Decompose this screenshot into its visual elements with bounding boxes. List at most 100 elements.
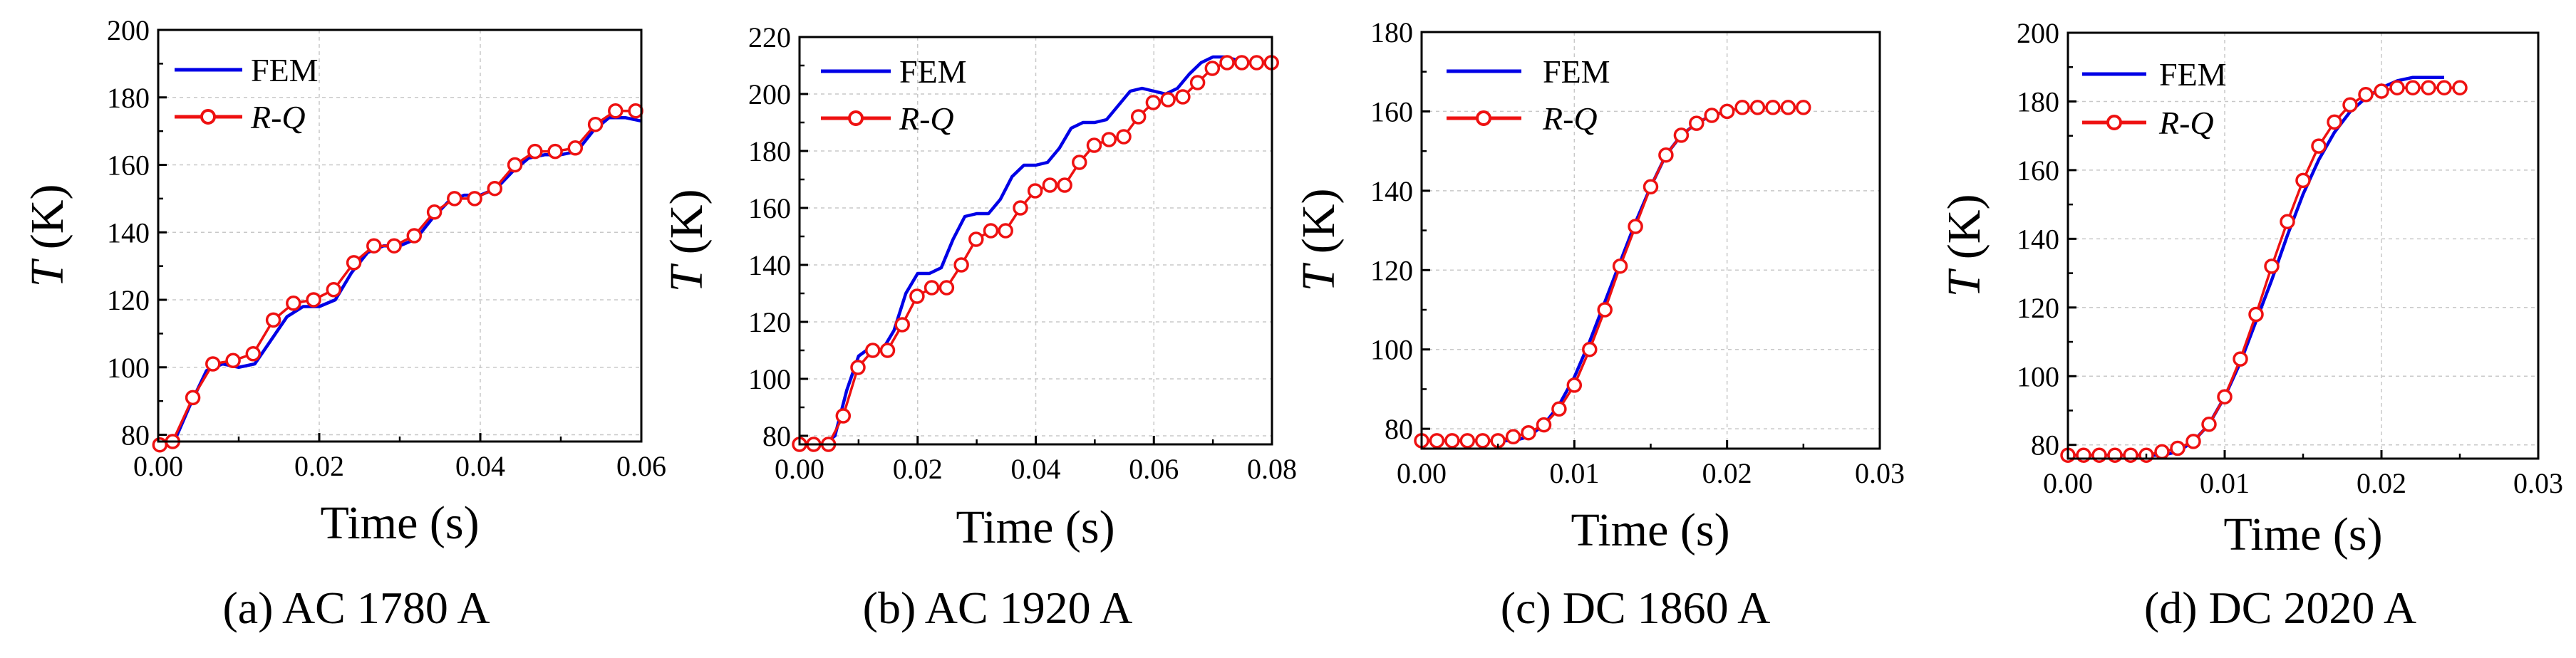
rq-data-point bbox=[326, 282, 342, 298]
legend-rq-label: R-Q bbox=[2158, 105, 2214, 141]
y-axis-title-unit: (K) bbox=[1293, 189, 1345, 266]
panel-a: 0.00 0.02 0.04 0.06 80 100 120 140 160 180 200 FEM… bbox=[21, 14, 666, 633]
y-tick-label: 100 bbox=[748, 363, 791, 395]
rq-data-point bbox=[1780, 100, 1796, 115]
gridlines bbox=[800, 37, 1272, 444]
axis-ticks: 0.00 0.01 0.02 0.03 80 100 120 140 160 180 bbox=[1370, 16, 1905, 489]
plot-frame bbox=[798, 36, 1273, 446]
rq-data-point bbox=[286, 296, 301, 311]
rq-data-point bbox=[1013, 200, 1028, 216]
rq-data-point bbox=[983, 223, 999, 239]
plot-frame bbox=[157, 28, 643, 443]
y-tick-label: 180 bbox=[1370, 16, 1413, 48]
y-tick-label: 180 bbox=[748, 135, 791, 167]
rq-data-point bbox=[924, 280, 940, 296]
rq-data-point bbox=[865, 343, 881, 358]
rq-data-point bbox=[487, 180, 503, 197]
y-tick-label: 200 bbox=[107, 14, 150, 46]
rq-data-point bbox=[1689, 115, 1705, 131]
y-tick-label: 80 bbox=[762, 420, 791, 452]
x-tick-label: 0.08 bbox=[1247, 453, 1297, 485]
rq-data-point bbox=[1521, 424, 1536, 441]
y-tick-label: 80 bbox=[2031, 429, 2059, 461]
y-axis-title-unit: (K) bbox=[21, 184, 73, 261]
rq-data-point bbox=[346, 255, 362, 271]
rq-data-point bbox=[1628, 219, 1643, 234]
rq-data-point bbox=[1474, 433, 1491, 449]
rq-data-point bbox=[1582, 341, 1598, 357]
y-tick-label: 120 bbox=[2017, 292, 2059, 324]
y-tick-label: 160 bbox=[2017, 155, 2059, 187]
x-tick-label: 0.00 bbox=[775, 453, 824, 485]
plot-frame bbox=[2067, 31, 2540, 460]
series-lines bbox=[157, 109, 642, 446]
rq-data-point bbox=[406, 228, 423, 244]
rq-data-point bbox=[2201, 417, 2217, 432]
rq-data-point bbox=[2421, 80, 2436, 95]
rq-data-point bbox=[225, 352, 241, 369]
legend-rq-label: R-Q bbox=[1542, 100, 1598, 137]
rq-data-point bbox=[1101, 132, 1117, 147]
rq-data-point bbox=[879, 343, 896, 358]
x-tick-label: 0.06 bbox=[1129, 453, 1179, 485]
rq-data-point bbox=[1248, 55, 1265, 70]
rq-series-line bbox=[1422, 106, 1804, 442]
y-tick-label: 140 bbox=[748, 249, 791, 281]
rq-data-point bbox=[2374, 83, 2389, 99]
x-tick-label: 0.04 bbox=[1011, 453, 1061, 485]
rq-data-point bbox=[2452, 80, 2468, 95]
rq-data-point bbox=[1189, 75, 1206, 90]
rq-data-point bbox=[1749, 100, 1766, 115]
y-tick-label: 200 bbox=[2017, 17, 2059, 49]
y-axis-title: T (K) bbox=[661, 189, 713, 293]
x-tick-label: 0.02 bbox=[1702, 457, 1752, 489]
y-axis-title: T (K) bbox=[21, 184, 73, 288]
panel-d: 0.00 0.01 0.02 0.03 80 100 120 140 160 180 200 FEM… bbox=[1938, 17, 2563, 633]
series-lines bbox=[1422, 106, 1804, 443]
legend-rq-marker bbox=[1476, 110, 1491, 126]
y-axis-title: T (K) bbox=[1293, 189, 1345, 292]
panel-caption: (c) DC 1860 A bbox=[1501, 583, 1771, 633]
rq-markers bbox=[2060, 80, 2468, 463]
rq-data-point bbox=[1116, 129, 1132, 145]
rq-data-point bbox=[1072, 155, 1087, 170]
rq-data-point bbox=[1130, 109, 1147, 125]
rq-data-point bbox=[1160, 92, 1176, 108]
x-axis-title: Time (s) bbox=[1571, 504, 1729, 556]
rq-data-point bbox=[2342, 97, 2358, 113]
rq-data-point bbox=[1459, 433, 1476, 449]
y-tick-label: 80 bbox=[1385, 413, 1413, 445]
rq-data-point bbox=[2233, 351, 2248, 367]
rq-data-point bbox=[2186, 434, 2201, 449]
rq-data-point bbox=[2217, 389, 2233, 404]
panel-b: 0.00 0.02 0.04 0.06 0.08 80 100 120 140 160 180 200… bbox=[661, 21, 1297, 633]
rq-data-point bbox=[1734, 100, 1750, 115]
rq-data-point bbox=[547, 143, 563, 160]
y-tick-label: 140 bbox=[2017, 223, 2059, 255]
axis-ticks: 0.00 0.02 0.04 0.06 80 100 120 140 160 180 200 bbox=[107, 14, 666, 482]
x-tick-label: 0.01 bbox=[2200, 467, 2250, 499]
y-tick-label: 140 bbox=[1370, 175, 1413, 207]
rq-data-point bbox=[185, 390, 201, 406]
series-lines bbox=[2068, 75, 2460, 457]
rq-data-point bbox=[152, 437, 168, 453]
y-axis-title: T (K) bbox=[1938, 194, 1990, 298]
rq-data-point bbox=[366, 238, 382, 254]
axis-ticks: 0.00 0.01 0.02 0.03 80 100 120 140 160 180 200 bbox=[2017, 17, 2563, 499]
rq-data-point bbox=[1145, 95, 1162, 110]
legend-rq-label: R-Q bbox=[899, 100, 954, 137]
rq-data-point bbox=[835, 408, 852, 424]
x-tick-label: 0.00 bbox=[1397, 457, 1447, 489]
rq-data-point bbox=[1551, 401, 1567, 417]
rq-data-point bbox=[447, 191, 462, 207]
gridlines bbox=[158, 30, 641, 442]
rq-data-point bbox=[2389, 80, 2405, 95]
x-tick-label: 0.03 bbox=[2513, 467, 2563, 499]
rq-data-point bbox=[265, 312, 281, 328]
rq-data-point bbox=[2248, 306, 2264, 323]
y-axis-title-var: T bbox=[1293, 262, 1345, 291]
rq-data-point bbox=[894, 317, 910, 333]
x-tick-label: 0.02 bbox=[294, 450, 344, 482]
legend: FEM R-Q bbox=[2082, 56, 2227, 141]
